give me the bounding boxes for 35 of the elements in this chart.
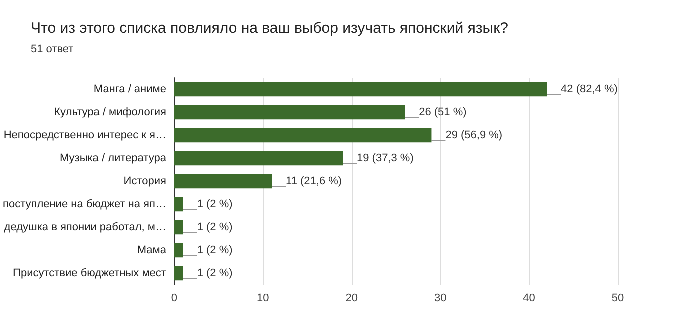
x-tick-label: 30 [434,292,447,304]
y-tick-label: поступление на бюджет на яп… [2,198,166,210]
y-tick-label: История [124,176,166,188]
bar [174,266,184,281]
data-label: 29 (56,9 %) [446,130,503,142]
y-tick-label: Непосредственно интерес к я… [4,130,166,142]
chart-title: Что из этого списка повлияло на ваш выбор изучать японский язык? [31,20,508,37]
text: 51 ответ [31,44,74,56]
y-tick-label: Мама [137,244,168,256]
data-label: 19 (37,3 %) [357,152,414,164]
x-tick-label: 50 [612,292,624,304]
data-label: 1 (2 %) [197,244,233,256]
x-tick-label: 40 [523,292,536,304]
bar [174,105,406,120]
x-tick-label: 20 [346,292,358,304]
data-label: 1 (2 %) [197,198,233,210]
data-label: 26 (51 %) [419,106,467,118]
bar [174,82,548,97]
y-tick-label: Манга / аниме [94,84,166,96]
bar [174,243,184,258]
data-label: 1 (2 %) [197,268,233,280]
y-tick-label: Музыка / литература [60,152,168,164]
x-tick-label: 10 [257,292,270,304]
bar [174,220,184,235]
data-label: 42 (82,4 %) [561,84,618,96]
bar [174,197,184,212]
data-label: 11 (21,6 %) [286,176,342,188]
bar [174,128,432,143]
data-label: 1 (2 %) [197,222,233,234]
y-tick-label: Культура / мифология [54,106,166,118]
bar [174,151,344,166]
x-tick-label: 0 [171,292,178,304]
bar [174,174,272,189]
y-tick-label: Присутствие бюджетных мест [13,268,166,280]
y-tick-label: дедушка в японии работал, м… [4,222,166,234]
